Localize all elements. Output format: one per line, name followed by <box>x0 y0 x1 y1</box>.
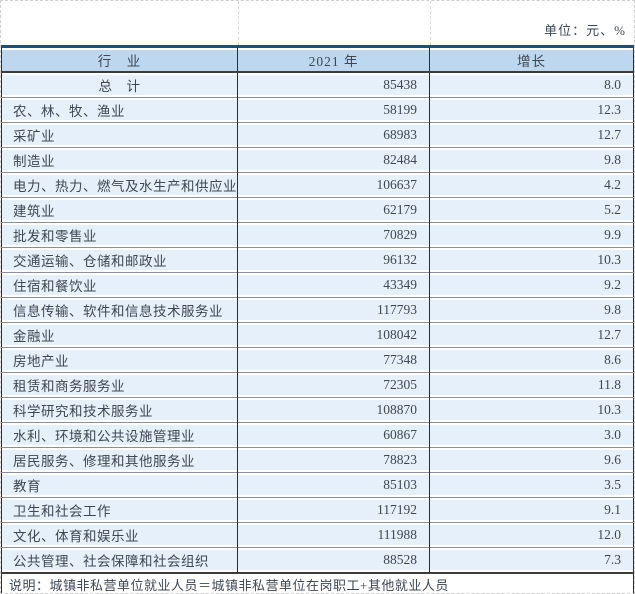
column-header-industry: 行 业 <box>1 46 238 73</box>
growth-value-cell: 9.1 <box>429 497 634 523</box>
industry-name-cell: 金融业 <box>1 322 238 348</box>
table-note: 说明：城镇非私营单位就业人员＝城镇非私营单位在岗职工+其他就业人员 <box>1 572 634 593</box>
table-row: 电力、热力、燃气及水生产和供应业 106637 4.2 <box>1 172 634 198</box>
industry-name-cell: 水利、环境和公共设施管理业 <box>1 422 238 448</box>
wage-value-cell: 60867 <box>237 422 430 448</box>
industry-name-cell: 信息传输、软件和信息技术服务业 <box>1 297 238 323</box>
table-body: 总 计 85438 8.0 农、林、牧、渔业 58199 12.3 采矿业 68… <box>1 72 634 573</box>
unit-label: 单位：元、% <box>544 23 626 38</box>
column-gridline <box>238 1 239 45</box>
wage-value-cell: 82484 <box>237 147 430 173</box>
wage-value-cell: 77348 <box>237 347 430 373</box>
column-header-year-2021: 2021 年 <box>237 46 430 73</box>
industry-name-cell: 教育 <box>1 472 238 498</box>
industry-name-cell: 采矿业 <box>1 122 238 148</box>
table-note-row: 说明：城镇非私营单位就业人员＝城镇非私营单位在岗职工+其他就业人员 <box>1 572 634 593</box>
table-header-row: 行 业 2021 年 增长 <box>1 46 634 73</box>
industry-name-cell: 租赁和商务服务业 <box>1 372 238 398</box>
growth-value-cell: 12.7 <box>429 122 634 148</box>
table-row: 交通运输、仓储和邮政业 96132 10.3 <box>1 247 634 273</box>
wage-value-cell: 108870 <box>237 397 430 423</box>
industry-name-cell: 卫生和社会工作 <box>1 497 238 523</box>
wage-value-cell: 108042 <box>237 322 430 348</box>
growth-value-cell: 3.0 <box>429 422 634 448</box>
growth-value-cell: 5.2 <box>429 197 634 223</box>
table-row: 教育 85103 3.5 <box>1 472 634 498</box>
growth-value-cell: 12.0 <box>429 522 634 548</box>
growth-value-cell: 8.6 <box>429 347 634 373</box>
table-row: 采矿业 68983 12.7 <box>1 122 634 148</box>
growth-value-cell: 3.5 <box>429 472 634 498</box>
table-row: 制造业 82484 9.8 <box>1 147 634 173</box>
industry-name-cell: 交通运输、仓储和邮政业 <box>1 247 238 273</box>
industry-name-cell: 批发和零售业 <box>1 222 238 248</box>
table-row: 建筑业 62179 5.2 <box>1 197 634 223</box>
column-gridline <box>430 1 431 45</box>
industry-name-cell: 住宿和餐饮业 <box>1 272 238 298</box>
table-row: 农、林、牧、渔业 58199 12.3 <box>1 97 634 123</box>
wage-value-cell: 78823 <box>237 447 430 473</box>
wage-value-cell: 68983 <box>237 122 430 148</box>
industry-name-cell: 科学研究和技术服务业 <box>1 397 238 423</box>
growth-value-cell: 9.9 <box>429 222 634 248</box>
wage-value-cell: 111988 <box>237 522 430 548</box>
wage-value-cell: 85438 <box>237 72 430 98</box>
table-row: 居民服务、修理和其他服务业 78823 9.6 <box>1 447 634 473</box>
industry-name-cell: 农、林、牧、渔业 <box>1 97 238 123</box>
table-row: 文化、体育和娱乐业 111988 12.0 <box>1 522 634 548</box>
growth-value-cell: 11.8 <box>429 372 634 398</box>
growth-value-cell: 10.3 <box>429 397 634 423</box>
wage-statistics-table: 行 业 2021 年 增长 总 计 85438 8.0 农、林、牧、渔业 581… <box>1 45 634 593</box>
growth-value-cell: 10.3 <box>429 247 634 273</box>
wage-value-cell: 106637 <box>237 172 430 198</box>
table-row: 总 计 85438 8.0 <box>1 72 634 98</box>
wage-value-cell: 58199 <box>237 97 430 123</box>
wage-value-cell: 70829 <box>237 222 430 248</box>
table-row: 批发和零售业 70829 9.9 <box>1 222 634 248</box>
industry-name-cell: 总 计 <box>1 72 238 98</box>
growth-value-cell: 9.6 <box>429 447 634 473</box>
growth-value-cell: 12.3 <box>429 97 634 123</box>
table-row: 房地产业 77348 8.6 <box>1 347 634 373</box>
wage-value-cell: 88528 <box>237 547 430 573</box>
column-header-growth: 增长 <box>429 46 634 73</box>
wage-value-cell: 85103 <box>237 472 430 498</box>
industry-name-cell: 房地产业 <box>1 347 238 373</box>
industry-name-cell: 电力、热力、燃气及水生产和供应业 <box>1 172 238 198</box>
wage-value-cell: 96132 <box>237 247 430 273</box>
table-row: 公共管理、社会保障和社会组织 88528 7.3 <box>1 547 634 573</box>
growth-value-cell: 9.8 <box>429 147 634 173</box>
wage-value-cell: 72305 <box>237 372 430 398</box>
industry-name-cell: 文化、体育和娱乐业 <box>1 522 238 548</box>
wage-value-cell: 117793 <box>237 297 430 323</box>
growth-value-cell: 7.3 <box>429 547 634 573</box>
growth-value-cell: 12.7 <box>429 322 634 348</box>
table-row: 信息传输、软件和信息技术服务业 117793 9.8 <box>1 297 634 323</box>
growth-value-cell: 8.0 <box>429 72 634 98</box>
wage-value-cell: 62179 <box>237 197 430 223</box>
wage-value-cell: 43349 <box>237 272 430 298</box>
industry-name-cell: 建筑业 <box>1 197 238 223</box>
industry-name-cell: 公共管理、社会保障和社会组织 <box>1 547 238 573</box>
growth-value-cell: 4.2 <box>429 172 634 198</box>
table-row: 金融业 108042 12.7 <box>1 322 634 348</box>
table-row: 水利、环境和公共设施管理业 60867 3.0 <box>1 422 634 448</box>
growth-value-cell: 9.8 <box>429 297 634 323</box>
table-row: 住宿和餐饮业 43349 9.2 <box>1 272 634 298</box>
growth-value-cell: 9.2 <box>429 272 634 298</box>
table-row: 卫生和社会工作 117192 9.1 <box>1 497 634 523</box>
industry-name-cell: 居民服务、修理和其他服务业 <box>1 447 238 473</box>
table-row: 租赁和商务服务业 72305 11.8 <box>1 372 634 398</box>
table-caption-area: 单位：元、% <box>1 1 634 45</box>
table-row: 科学研究和技术服务业 108870 10.3 <box>1 397 634 423</box>
industry-name-cell: 制造业 <box>1 147 238 173</box>
wage-value-cell: 117192 <box>237 497 430 523</box>
